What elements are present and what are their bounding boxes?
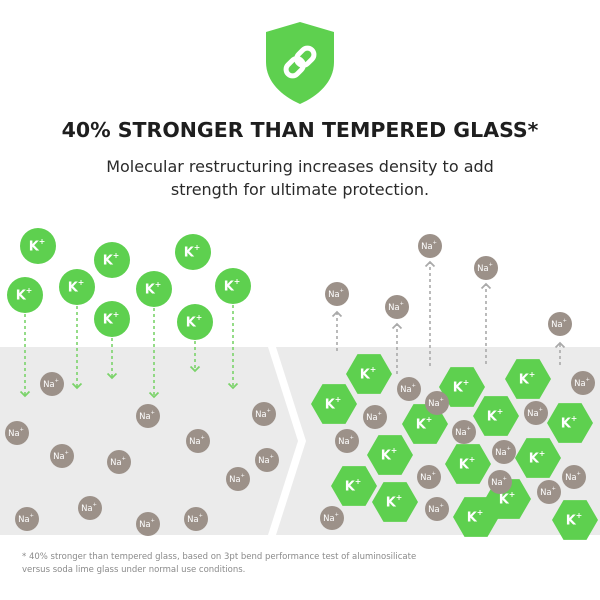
potassium-ion: K+ <box>20 228 56 264</box>
sodium-ion: Na+ <box>524 401 548 425</box>
sodium-ion: Na+ <box>397 377 421 401</box>
sodium-ion: Na+ <box>474 256 498 280</box>
potassium-ion: K+ <box>94 242 130 278</box>
ion-label: Na+ <box>18 513 34 525</box>
subtitle-line-2: strength for ultimate protection. <box>170 180 430 199</box>
ion-label: Na+ <box>565 471 581 483</box>
ion-label: Na+ <box>139 410 155 422</box>
sodium-ion: Na+ <box>363 405 387 429</box>
ion-label: Na+ <box>400 383 416 395</box>
potassium-ion-hex: K+ <box>552 500 598 540</box>
ion-label: Na+ <box>43 378 59 390</box>
sodium-ion: Na+ <box>186 429 210 453</box>
footnote-line-2: versus soda lime glass under normal use … <box>22 565 246 575</box>
potassium-ion-hex: K+ <box>547 403 593 443</box>
potassium-ion: K+ <box>59 269 95 305</box>
subtitle: Molecular restructuring increases densit… <box>60 155 540 201</box>
sodium-ion: Na+ <box>562 465 586 489</box>
sodium-ion: Na+ <box>226 467 250 491</box>
sodium-ion: Na+ <box>255 448 279 472</box>
sodium-ion: Na+ <box>385 295 409 319</box>
ion-label: Na+ <box>328 288 344 300</box>
sodium-ion: Na+ <box>184 507 208 531</box>
shield-link-icon <box>266 22 334 104</box>
potassium-ion-hex: K+ <box>515 438 561 478</box>
ion-label: Na+ <box>139 518 155 530</box>
sodium-ion: Na+ <box>488 470 512 494</box>
sodium-ion: Na+ <box>40 372 64 396</box>
sodium-ion: Na+ <box>325 282 349 306</box>
potassium-ion-hex: K+ <box>453 497 499 537</box>
sodium-ion: Na+ <box>492 440 516 464</box>
ion-label: Na+ <box>323 512 339 524</box>
ion-label: Na+ <box>255 408 271 420</box>
footnote-line-1: * 40% stronger than tempered glass, base… <box>22 552 417 562</box>
potassium-ion-hex: K+ <box>331 466 377 506</box>
ion-label: Na+ <box>428 397 444 409</box>
potassium-ion: K+ <box>7 277 43 313</box>
potassium-ion-hex: K+ <box>505 359 551 399</box>
sodium-ion: Na+ <box>136 512 160 536</box>
ion-label: Na+ <box>420 471 436 483</box>
sodium-ion: Na+ <box>425 497 449 521</box>
sodium-ion: Na+ <box>252 402 276 426</box>
headline: 40% STRONGER THAN TEMPERED GLASS* <box>61 118 539 142</box>
ion-label: Na+ <box>81 502 97 514</box>
ion-label: Na+ <box>491 476 507 488</box>
sodium-ion: Na+ <box>537 480 561 504</box>
ion-label: Na+ <box>229 473 245 485</box>
potassium-ion-hex: K+ <box>311 384 357 424</box>
ion-label: Na+ <box>540 486 556 498</box>
sodium-ion: Na+ <box>417 465 441 489</box>
sodium-ion: Na+ <box>425 391 449 415</box>
ion-label: Na+ <box>495 446 511 458</box>
ion-label: Na+ <box>455 426 471 438</box>
sodium-ion: Na+ <box>78 496 102 520</box>
ion-label: Na+ <box>366 411 382 423</box>
ion-label: Na+ <box>527 407 543 419</box>
ion-label: Na+ <box>110 456 126 468</box>
subtitle-line-1: Molecular restructuring increases densit… <box>106 157 494 176</box>
potassium-ion: K+ <box>177 304 213 340</box>
sodium-ion: Na+ <box>320 506 344 530</box>
potassium-ion-hex: K+ <box>439 367 485 407</box>
sodium-ion: Na+ <box>548 312 572 336</box>
glass-panel-before <box>0 347 298 535</box>
ion-label: Na+ <box>187 513 203 525</box>
sodium-ion: Na+ <box>136 404 160 428</box>
sodium-ion: Na+ <box>50 444 74 468</box>
ion-label: Na+ <box>338 435 354 447</box>
footnote: * 40% stronger than tempered glass, base… <box>22 551 582 577</box>
ion-label: Na+ <box>388 301 404 313</box>
ion-label: Na+ <box>551 318 567 330</box>
sodium-ion: Na+ <box>418 234 442 258</box>
ion-label: Na+ <box>421 240 437 252</box>
potassium-ion-hex: K+ <box>372 482 418 522</box>
sodium-ion: Na+ <box>571 371 595 395</box>
potassium-ion-hex: K+ <box>473 396 519 436</box>
potassium-ion: K+ <box>215 268 251 304</box>
ion-label: Na+ <box>189 435 205 447</box>
potassium-ion: K+ <box>175 234 211 270</box>
sodium-ion: Na+ <box>452 420 476 444</box>
ion-label: Na+ <box>53 450 69 462</box>
sodium-ion: Na+ <box>15 507 39 531</box>
potassium-ion-hex: K+ <box>445 444 491 484</box>
sodium-ion: Na+ <box>335 429 359 453</box>
potassium-ion-hex: K+ <box>346 354 392 394</box>
sodium-ion: Na+ <box>107 450 131 474</box>
ion-label: Na+ <box>258 454 274 466</box>
sodium-ion: Na+ <box>5 421 29 445</box>
ion-label: Na+ <box>574 377 590 389</box>
potassium-ion: K+ <box>136 271 172 307</box>
ion-label: Na+ <box>8 427 24 439</box>
ion-label: Na+ <box>477 262 493 274</box>
ion-label: Na+ <box>428 503 444 515</box>
potassium-ion-hex: K+ <box>367 435 413 475</box>
potassium-ion: K+ <box>94 301 130 337</box>
